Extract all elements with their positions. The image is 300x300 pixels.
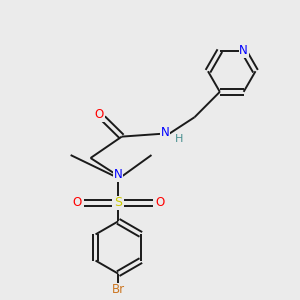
Text: N: N bbox=[114, 168, 123, 181]
Text: N: N bbox=[239, 44, 248, 57]
Text: H: H bbox=[175, 134, 183, 144]
Text: N: N bbox=[160, 126, 169, 139]
Text: Br: Br bbox=[112, 284, 125, 296]
Text: O: O bbox=[155, 196, 164, 209]
Text: S: S bbox=[114, 196, 122, 209]
Text: O: O bbox=[95, 108, 104, 121]
Text: O: O bbox=[72, 196, 82, 209]
